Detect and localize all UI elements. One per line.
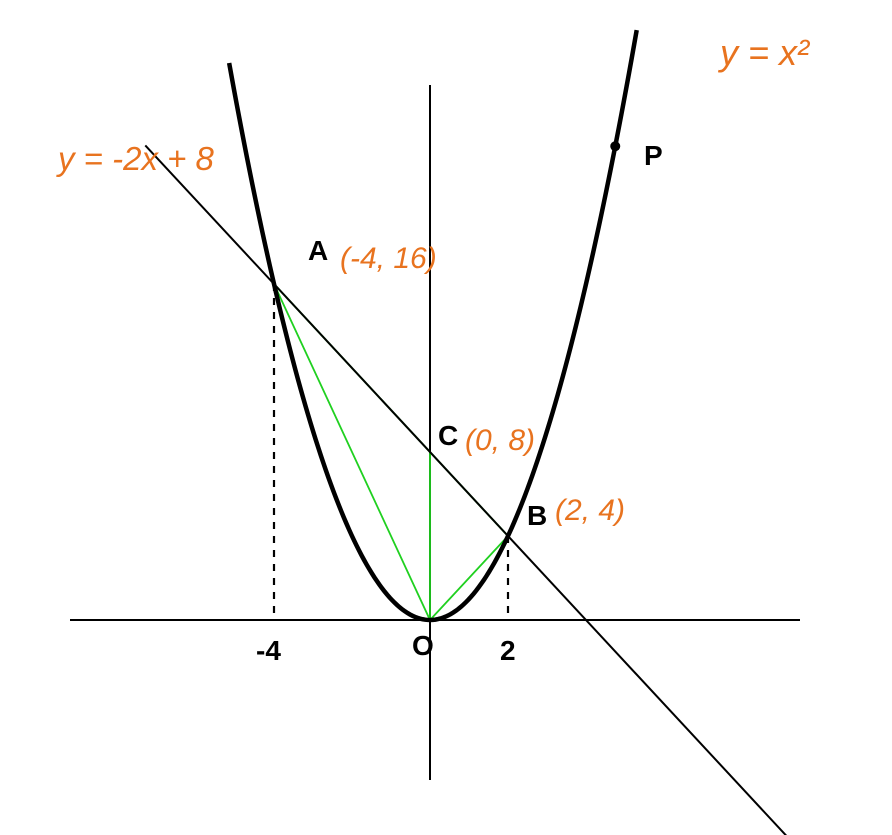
annotation-eq_line: y = -2x + 8 — [56, 140, 215, 177]
handwritten-annotations: y = x² y = -2x + 8 (-4, 16) (0, 8) (2, 4) — [56, 32, 811, 527]
parabola-curve — [229, 30, 637, 620]
secant-line — [145, 145, 796, 835]
label-c: C — [438, 420, 458, 451]
label-p: P — [644, 140, 663, 171]
annotation-C_coord: (0, 8) — [465, 424, 535, 457]
label-tick_m4: -4 — [256, 635, 281, 666]
math-plot: A B C O P -4 2 y = x² y = -2x + 8 (-4, 16) (0, 8)… — [0, 0, 892, 835]
annotation-eq_parabola: y = x² — [717, 32, 811, 73]
annotation-A_coord: (-4, 16) — [340, 242, 437, 275]
label-b: B — [527, 500, 547, 531]
secant-line-path — [145, 145, 796, 835]
points-group — [610, 141, 620, 151]
label-tick_2: 2 — [500, 635, 516, 666]
parabola-path — [229, 30, 637, 620]
label-o: O — [412, 630, 434, 661]
point-p-marker — [610, 141, 620, 151]
annotation-B_coord: (2, 4) — [555, 494, 625, 527]
label-a: A — [308, 235, 328, 266]
axes-group — [70, 85, 800, 780]
